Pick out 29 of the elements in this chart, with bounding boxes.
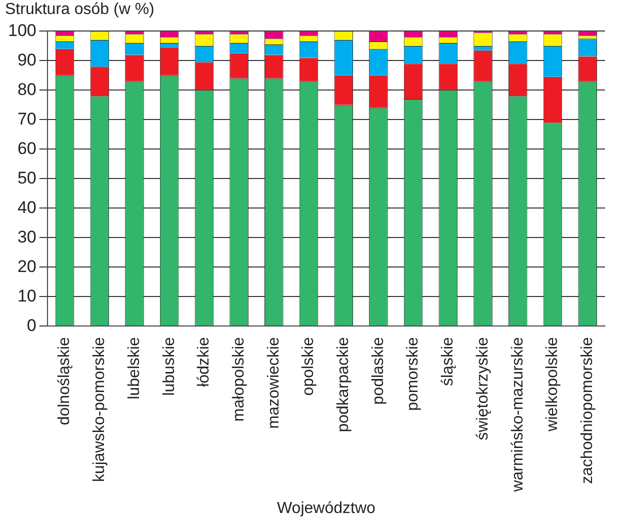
x-tick-label: lubelskie	[126, 337, 143, 400]
y-tick-label: 0	[26, 316, 36, 335]
x-tick-label: mazowieckie	[265, 337, 282, 429]
x-tick-label: podkarpackie	[335, 337, 352, 432]
x-tick-label: małopolskie	[230, 337, 248, 422]
x-tick-label: świętokrzyskie	[474, 337, 492, 440]
y-tick-label: 10	[17, 286, 36, 306]
y-tick-label: 70	[17, 109, 36, 128]
x-tick-label: kujawsko-pomorskie	[91, 337, 108, 482]
x-tick-label: zachodniopomorskie	[578, 337, 596, 484]
x-tick-label: opolskie	[300, 337, 318, 396]
chart-title: Struktura osób (w %)	[5, 1, 154, 18]
y-tick-label: 60	[17, 138, 36, 158]
y-tick-label: 100	[8, 20, 36, 40]
x-tick-label: dolnośląskie	[56, 337, 74, 426]
x-tick-label: łódzkie	[196, 337, 213, 387]
y-tick-label: 90	[17, 50, 36, 70]
y-tick-label: 50	[17, 168, 36, 188]
y-tick-label: 80	[17, 80, 36, 99]
x-tick-label: podlaskie	[370, 337, 387, 405]
y-tick-label: 30	[17, 227, 36, 246]
y-tick-label: 40	[17, 198, 36, 217]
x-axis-title: Województwo	[276, 500, 376, 517]
y-tick-label: 20	[17, 256, 36, 276]
x-tick-label: wielkopolskie	[544, 337, 562, 432]
x-tick-label: pomorskie	[404, 337, 422, 411]
x-tick-label: śląskie	[440, 337, 457, 386]
x-tick-label: warmińsko-mazurskie	[509, 337, 526, 493]
x-tick-label: lubuskie	[160, 337, 178, 396]
